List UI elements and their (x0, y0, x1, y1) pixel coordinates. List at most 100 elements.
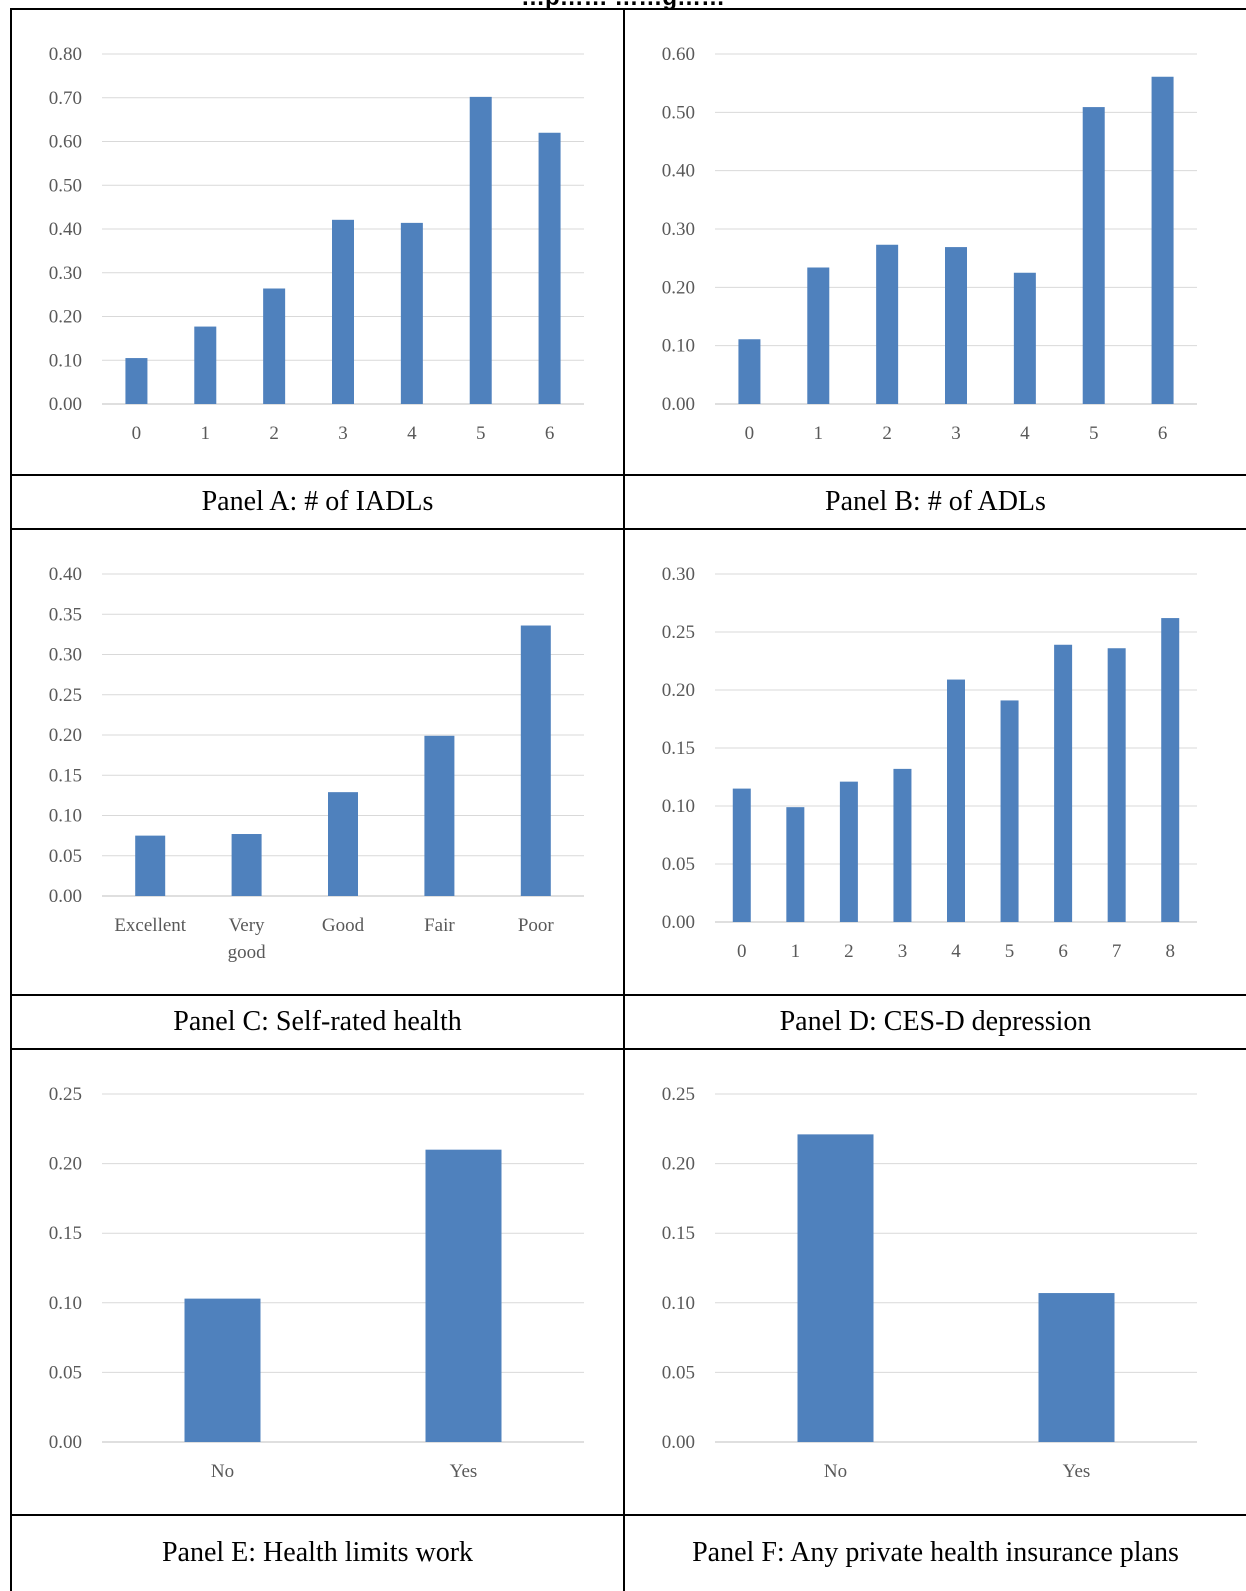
x-tick-label: 6 (1058, 941, 1068, 962)
chart-svg-panel-e: 0.00 0.05 0.10 0.15 0.20 0.25 No Yes (49, 1084, 584, 1482)
y-tick-label: 0.05 (49, 1362, 82, 1383)
y-tick-label: 0.30 (49, 263, 82, 284)
chart-svg-panel-a: 0.00 0.10 0.20 0.30 0.40 0.50 0.60 0.70 0.80 0 1 2 3… (49, 44, 584, 444)
table-border-top (10, 8, 1246, 10)
y-tick-label: 0.00 (662, 394, 695, 415)
bar (424, 735, 455, 896)
panel-a-caption: Panel A: # of IADLs (201, 486, 434, 517)
y-tick-label: 0.40 (49, 564, 82, 585)
x-tick-label: Fair (424, 915, 455, 936)
y-tick-label: 0.25 (662, 622, 695, 643)
y-tick-label: 0.70 (49, 88, 82, 109)
bar (807, 267, 830, 404)
x-tick-label: 7 (1112, 941, 1122, 962)
y-tick-label: 0.20 (49, 725, 82, 746)
bar (1107, 648, 1126, 922)
bar (400, 222, 423, 404)
y-tick-label: 0.10 (49, 1293, 82, 1314)
y-tick-label: 0.50 (662, 102, 695, 123)
x-tick-label: 2 (844, 941, 854, 962)
panel-b-caption: Panel B: # of ADLs (825, 486, 1046, 517)
x-tick-label: Poor (518, 915, 555, 936)
chart-panel-d: 0.00 0.05 0.10 0.15 0.20 0.25 0.30 0 1 2 3 4 5 6 7 8 (625, 530, 1246, 994)
bar (520, 625, 551, 896)
x-tick-label: Very (229, 915, 265, 936)
x-tick-label: Yes (1063, 1461, 1091, 1482)
x-tick-label: 4 (1020, 423, 1030, 444)
x-tick-label: No (211, 1461, 234, 1482)
x-tick-label: 0 (132, 423, 142, 444)
panel-d-caption: Panel D: CES-D depression (779, 1006, 1092, 1037)
chart-svg-panel-c: 0.00 0.05 0.10 0.15 0.20 0.25 0.30 0.35 0.40 Exce… (49, 564, 584, 963)
panel-e-caption: Panel E: Health limits work (161, 1537, 474, 1568)
y-tick-label: 0.00 (49, 886, 82, 907)
bar (1082, 107, 1105, 404)
bar (1038, 1293, 1115, 1442)
bar (876, 244, 899, 404)
x-tick-label: 6 (1158, 423, 1168, 444)
x-tick-label: 4 (951, 941, 961, 962)
bar (947, 679, 965, 922)
x-tick-label: 1 (814, 423, 824, 444)
chart-panel-f: 0.00 0.05 0.10 0.15 0.20 0.25 No Yes (625, 1050, 1246, 1514)
y-tick-label: 0.05 (49, 846, 82, 867)
y-tick-label: 0.15 (662, 1223, 695, 1244)
bar (231, 834, 262, 896)
bar (184, 1298, 261, 1442)
bar (945, 247, 967, 404)
bar (263, 288, 286, 404)
bar (125, 358, 148, 404)
x-tick-label: Yes (450, 1461, 478, 1482)
y-tick-label: 0.00 (49, 394, 82, 415)
y-tick-label: 0.30 (662, 564, 695, 585)
x-tick-label: 1 (791, 941, 801, 962)
y-tick-label: 0.40 (662, 161, 695, 182)
chart-panel-c: 0.00 0.05 0.10 0.15 0.20 0.25 0.30 0.35 0.40 Exce… (12, 530, 623, 994)
y-tick-label: 0.60 (662, 44, 695, 65)
y-tick-label: 0.20 (49, 1154, 82, 1175)
bar (1161, 618, 1180, 922)
x-tick-label: 0 (737, 941, 747, 962)
y-tick-label: 0.20 (662, 1154, 695, 1175)
y-tick-label: 0.15 (49, 1223, 82, 1244)
x-tick-label: 2 (269, 423, 279, 444)
chart-svg-panel-b: 0.00 0.10 0.20 0.30 0.40 0.50 0.60 0 1 2 3 4 5 6 (662, 44, 1197, 444)
x-tick-label: good (228, 942, 267, 963)
bar (797, 1134, 874, 1442)
y-tick-label: 0.10 (662, 336, 695, 357)
bar (893, 768, 912, 922)
y-tick-label: 0.00 (662, 912, 695, 933)
panel-c-caption: Panel C: Self-rated health (173, 1006, 462, 1037)
y-tick-label: 0.20 (662, 680, 695, 701)
y-tick-label: 0.20 (49, 307, 82, 328)
table-row-divider (10, 528, 1246, 530)
chart-panel-e: 0.00 0.05 0.10 0.15 0.20 0.25 No Yes (12, 1050, 623, 1514)
x-tick-label: 3 (951, 423, 961, 444)
x-tick-label: 5 (476, 423, 486, 444)
table-column-divider (623, 8, 625, 1591)
chart-panel-a: 0.00 0.10 0.20 0.30 0.40 0.50 0.60 0.70 0.80 0 1 2 3… (12, 10, 623, 474)
x-tick-label: 5 (1005, 941, 1015, 962)
bar (738, 339, 761, 404)
bar (469, 96, 492, 404)
bar (1054, 644, 1073, 922)
y-tick-label: 0.80 (49, 44, 82, 65)
x-tick-label: 3 (898, 941, 908, 962)
y-tick-label: 0.30 (662, 219, 695, 240)
y-tick-label: 0.05 (662, 854, 695, 875)
x-tick-label: 0 (745, 423, 755, 444)
y-tick-label: 0.10 (662, 796, 695, 817)
bar (1000, 700, 1019, 922)
table-border-left (10, 8, 12, 1591)
chart-svg-panel-d: 0.00 0.05 0.10 0.15 0.20 0.25 0.30 0 1 2 3 4 5 6 7 8 (662, 564, 1197, 962)
y-tick-label: 0.15 (49, 765, 82, 786)
bar (786, 807, 805, 922)
y-tick-label: 0.25 (662, 1084, 695, 1105)
table-row-divider (10, 1048, 1246, 1050)
y-tick-label: 0.00 (662, 1432, 695, 1453)
y-tick-label: 0.15 (662, 738, 695, 759)
y-tick-label: 0.35 (49, 604, 82, 625)
table-row-divider (10, 474, 1246, 476)
x-tick-label: Good (322, 915, 365, 936)
bar (1151, 76, 1174, 404)
